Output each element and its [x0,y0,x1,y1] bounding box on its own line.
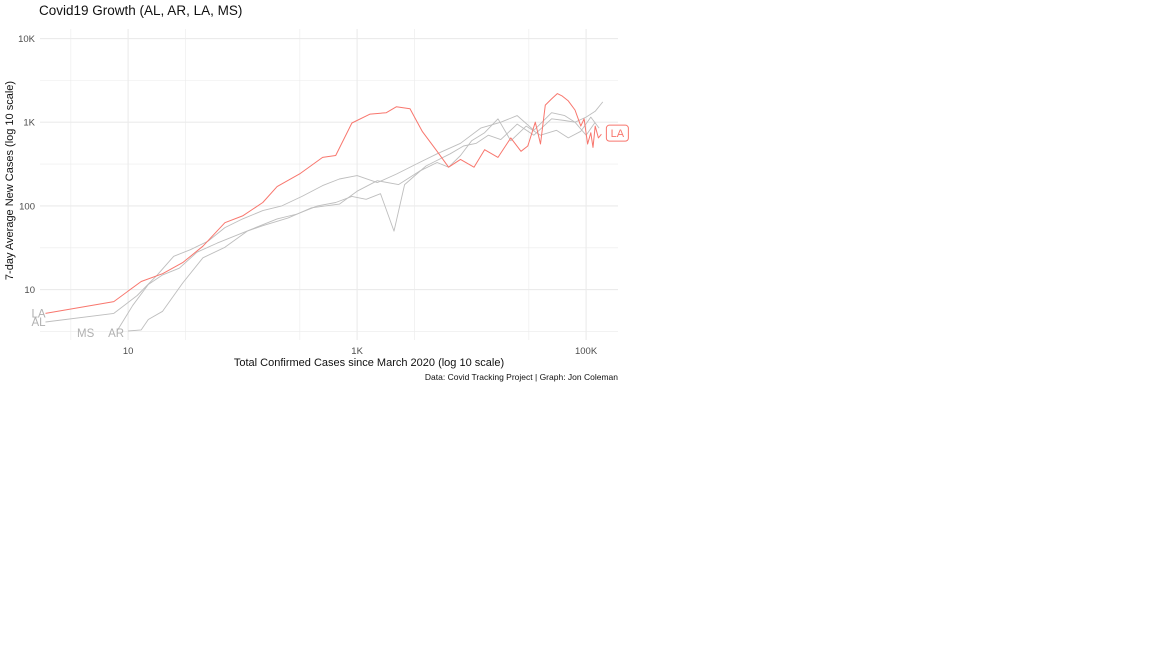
start-label-ms: MS [77,328,95,340]
end-label-la: LA [611,128,625,140]
chart-caption: Data: Covid Tracking Project | Graph: Jo… [424,372,618,382]
start-label-ar: AR [108,328,124,340]
series-line-ms [116,118,596,332]
y-axis-title: 7-day Average New Cases (log 10 scale) [4,81,16,280]
y-tick-label: 1K [23,118,35,129]
x-axis-title: Total Confirmed Cases since March 2020 (… [234,357,504,369]
end-label-box-la [605,124,629,142]
y-tick-label: 100 [19,201,35,212]
series-line-ar [128,116,600,332]
start-label-al: AL [32,317,47,329]
y-tick-label: 10 [24,285,35,296]
start-label-la: LA [32,308,46,320]
series-line-la [45,93,602,314]
x-tick-label: 10 [123,346,134,357]
y-tick-label: 10K [18,34,36,45]
series-line-al [45,101,604,323]
x-tick-label: 1K [351,346,363,357]
x-tick-label: 100K [575,346,598,357]
chart-title: Covid19 Growth (AL, AR, LA, MS) [39,3,243,18]
